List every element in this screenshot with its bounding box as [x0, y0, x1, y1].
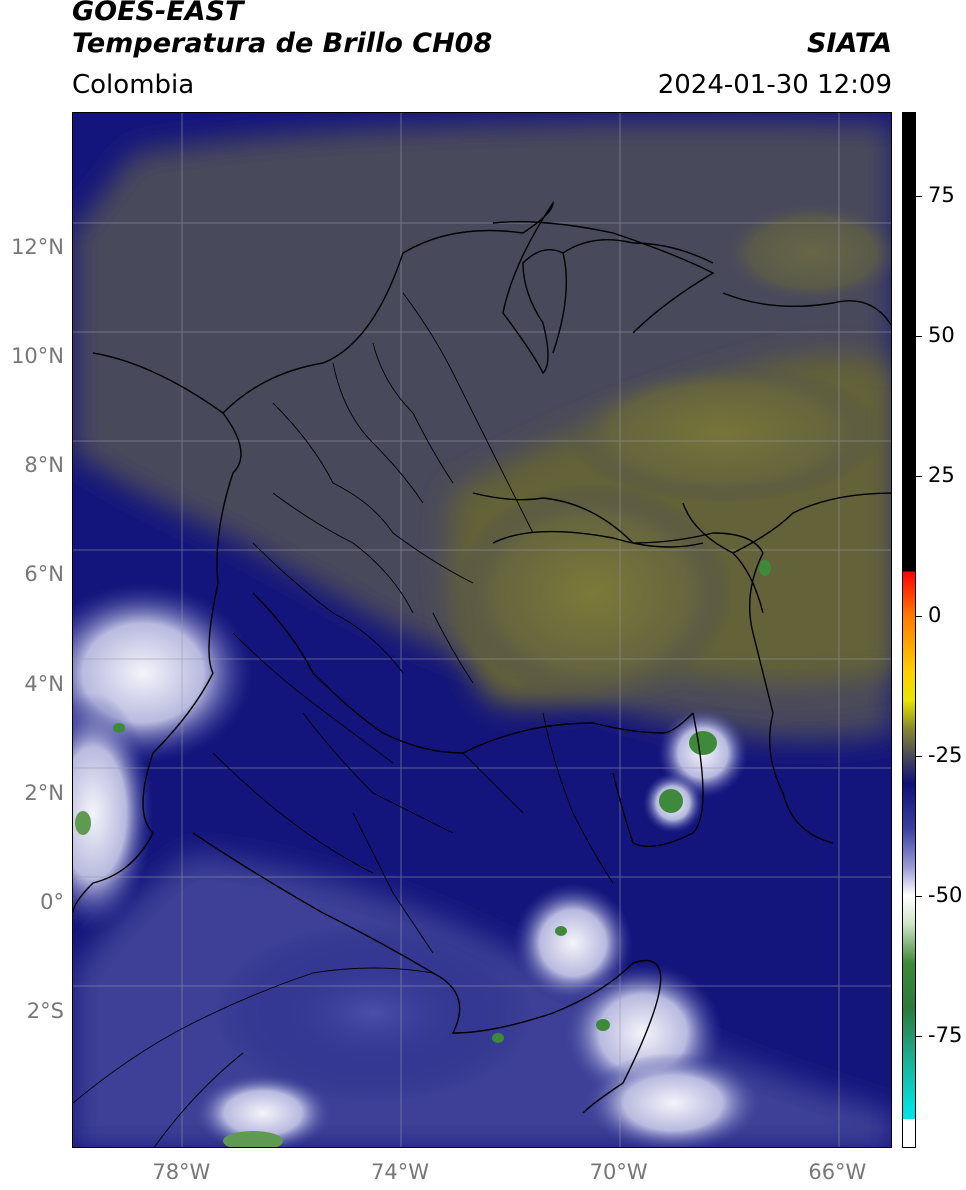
- internal-borders: [73, 292, 614, 1147]
- latitude-tick-label: 8°N: [24, 453, 64, 478]
- satellite-title: GOES-EAST: [72, 0, 244, 27]
- colorbar-tick-mark: [916, 476, 922, 477]
- gridlines: [73, 113, 891, 1147]
- latitude-tick-label: 2°N: [24, 780, 64, 805]
- timestamp-label: 2024-01-30 12:09: [657, 70, 892, 100]
- longitude-tick-label: 66°W: [808, 1160, 867, 1184]
- latitude-tick-label: 0°: [40, 889, 64, 914]
- brightness-field: [73, 113, 891, 1147]
- colorbar-tick-label: 0: [928, 603, 942, 627]
- agency-label: SIATA: [806, 28, 892, 59]
- borders: [73, 200, 891, 1114]
- colorbar-tick-label: 25: [928, 463, 955, 487]
- colorbar-tick-mark: [916, 616, 922, 617]
- colorbar: [902, 112, 916, 1148]
- satellite-map[interactable]: [72, 112, 892, 1148]
- colorbar-tick-mark: [916, 756, 922, 757]
- colorbar-tick-label: -50: [928, 883, 963, 907]
- latitude-tick-label: 10°N: [11, 344, 64, 369]
- colorbar-tick-mark: [916, 1036, 922, 1037]
- longitude-tick-label: 70°W: [589, 1160, 648, 1184]
- latitude-tick-label: 6°N: [24, 562, 64, 587]
- colorbar-tick-mark: [916, 896, 922, 897]
- colorbar-tick-label: -75: [928, 1023, 963, 1047]
- longitude-tick-label: 74°W: [371, 1160, 429, 1184]
- colorbar-tick-label: 50: [928, 323, 955, 347]
- colorbar-tick-mark: [916, 336, 922, 337]
- colorbar-tick-label: -25: [928, 743, 963, 767]
- colorbar-tick-mark: [916, 196, 922, 197]
- latitude-tick-label: 2°S: [26, 998, 64, 1023]
- product-title: Temperatura de Brillo CH08: [72, 28, 493, 59]
- longitude-tick-label: 78°W: [152, 1160, 211, 1184]
- colorbar-tick-label: 75: [928, 183, 955, 207]
- latitude-tick-label: 4°N: [24, 671, 64, 696]
- region-label: Colombia: [72, 70, 195, 100]
- latitude-tick-label: 12°N: [11, 235, 64, 260]
